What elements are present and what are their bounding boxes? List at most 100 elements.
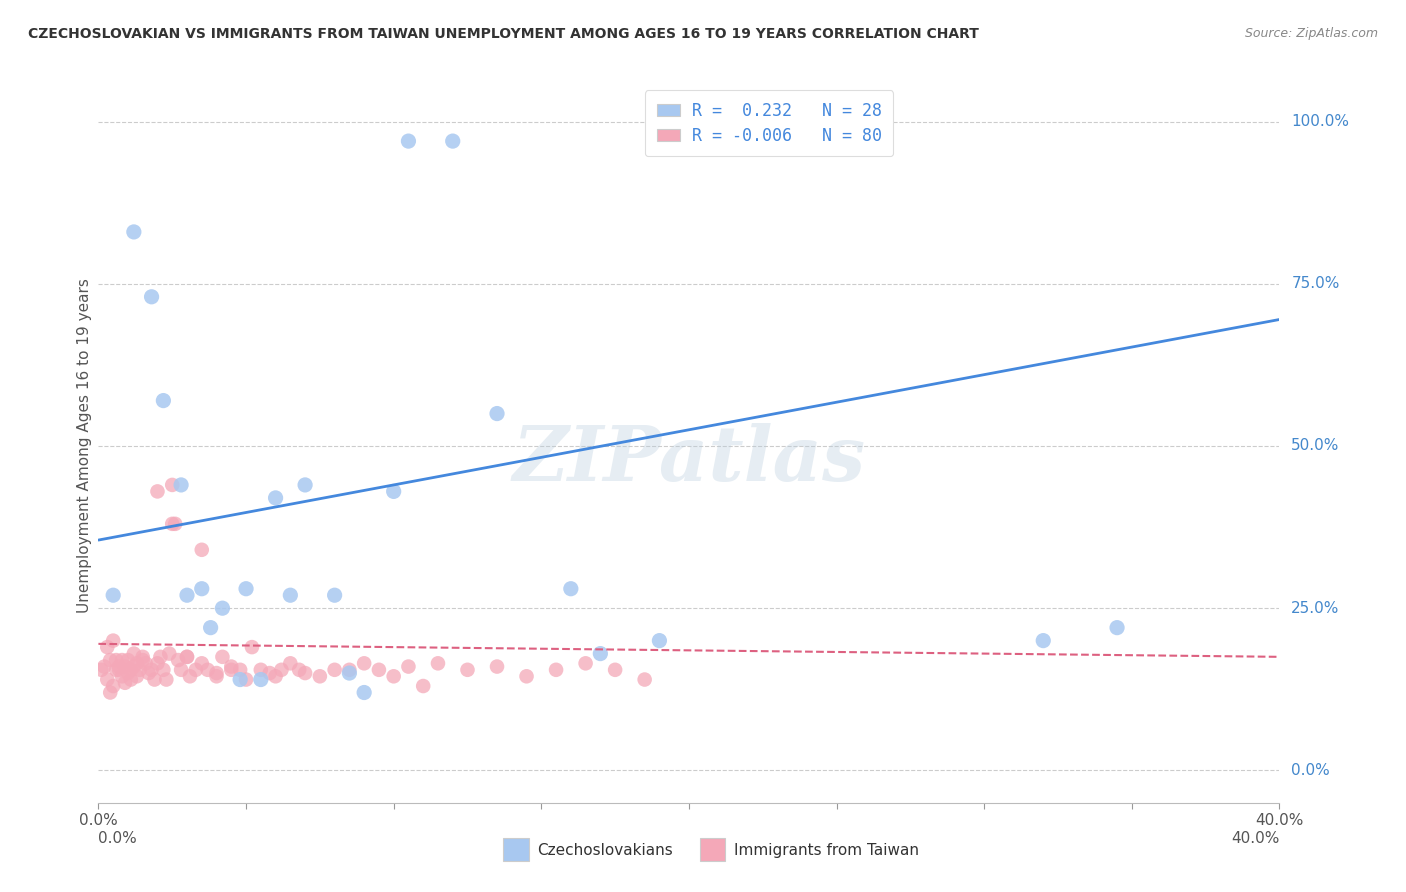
Point	[111, 669, 134, 683]
Point	[138, 666, 160, 681]
Point	[165, 516, 187, 531]
Point	[544, 663, 567, 677]
Point	[170, 478, 193, 492]
Point	[93, 659, 115, 673]
Point	[98, 653, 121, 667]
Point	[117, 653, 139, 667]
Point	[219, 663, 242, 677]
Point	[122, 225, 145, 239]
Point	[103, 588, 125, 602]
Point	[1105, 621, 1128, 635]
Text: Immigrants from Taiwan: Immigrants from Taiwan	[734, 843, 920, 857]
Point	[1032, 633, 1054, 648]
Point	[278, 657, 302, 671]
Point	[125, 669, 148, 683]
Point	[605, 663, 627, 677]
Point	[633, 673, 655, 687]
Point	[179, 669, 201, 683]
Point	[149, 649, 172, 664]
Point	[259, 666, 281, 681]
Point	[146, 657, 169, 671]
Text: 0.0%: 0.0%	[98, 831, 138, 846]
Text: 25.0%: 25.0%	[1291, 600, 1340, 615]
Point	[191, 542, 214, 557]
Point	[560, 582, 582, 596]
Point	[240, 640, 263, 654]
Point	[157, 647, 180, 661]
Point	[396, 134, 419, 148]
Point	[111, 653, 134, 667]
Point	[167, 653, 190, 667]
Point	[441, 134, 464, 148]
Point	[122, 659, 145, 673]
Legend: R =  0.232   N = 28, R = -0.006   N = 80: R = 0.232 N = 28, R = -0.006 N = 80	[645, 90, 893, 156]
Point	[337, 663, 360, 677]
Point	[132, 653, 155, 667]
Point	[648, 633, 671, 648]
Point	[353, 657, 375, 671]
Point	[141, 663, 163, 677]
Point	[211, 601, 233, 615]
Point	[155, 673, 177, 687]
Point	[114, 675, 136, 690]
Point	[197, 663, 219, 677]
Point	[235, 673, 257, 687]
Point	[229, 663, 252, 677]
Point	[264, 669, 287, 683]
Point	[143, 673, 166, 687]
Point	[184, 663, 207, 677]
Point	[211, 649, 233, 664]
Point	[288, 663, 311, 677]
Point	[152, 663, 174, 677]
Text: Czechoslovakians: Czechoslovakians	[537, 843, 673, 857]
Point	[229, 673, 252, 687]
Text: 50.0%: 50.0%	[1291, 439, 1340, 453]
Point	[96, 673, 118, 687]
Point	[105, 663, 128, 677]
Point	[96, 640, 118, 654]
Point	[205, 669, 228, 683]
Point	[264, 491, 287, 505]
Point	[278, 588, 302, 602]
Point	[103, 633, 125, 648]
Point	[323, 588, 346, 602]
Point	[219, 659, 242, 673]
Point	[309, 669, 332, 683]
Point	[191, 657, 214, 671]
Point	[108, 663, 131, 677]
Point	[486, 407, 509, 421]
Text: 0.0%: 0.0%	[1291, 763, 1330, 778]
Point	[152, 393, 174, 408]
Point	[486, 659, 509, 673]
Point	[200, 621, 222, 635]
Point	[294, 666, 316, 681]
Point	[170, 663, 193, 677]
Point	[120, 663, 142, 677]
Point	[270, 663, 292, 677]
Point	[114, 659, 136, 673]
Point	[205, 666, 228, 681]
Point	[176, 649, 198, 664]
Point	[90, 663, 112, 677]
Point	[294, 478, 316, 492]
Point	[103, 679, 125, 693]
Point	[162, 478, 183, 492]
Point	[176, 649, 198, 664]
Point	[128, 663, 150, 677]
Point	[368, 663, 391, 677]
Point	[146, 484, 169, 499]
Point	[337, 666, 360, 681]
Point	[125, 657, 148, 671]
Point	[117, 666, 139, 681]
Point	[235, 582, 257, 596]
Text: ZIPatlas: ZIPatlas	[512, 424, 866, 497]
Text: Source: ZipAtlas.com: Source: ZipAtlas.com	[1244, 27, 1378, 40]
Point	[135, 657, 157, 671]
Point	[162, 516, 183, 531]
Point	[122, 647, 145, 661]
Text: 100.0%: 100.0%	[1291, 114, 1350, 129]
Point	[250, 673, 273, 687]
Text: CZECHOSLOVAKIAN VS IMMIGRANTS FROM TAIWAN UNEMPLOYMENT AMONG AGES 16 TO 19 YEARS: CZECHOSLOVAKIAN VS IMMIGRANTS FROM TAIWA…	[28, 27, 979, 41]
Point	[141, 290, 163, 304]
Point	[250, 663, 273, 677]
